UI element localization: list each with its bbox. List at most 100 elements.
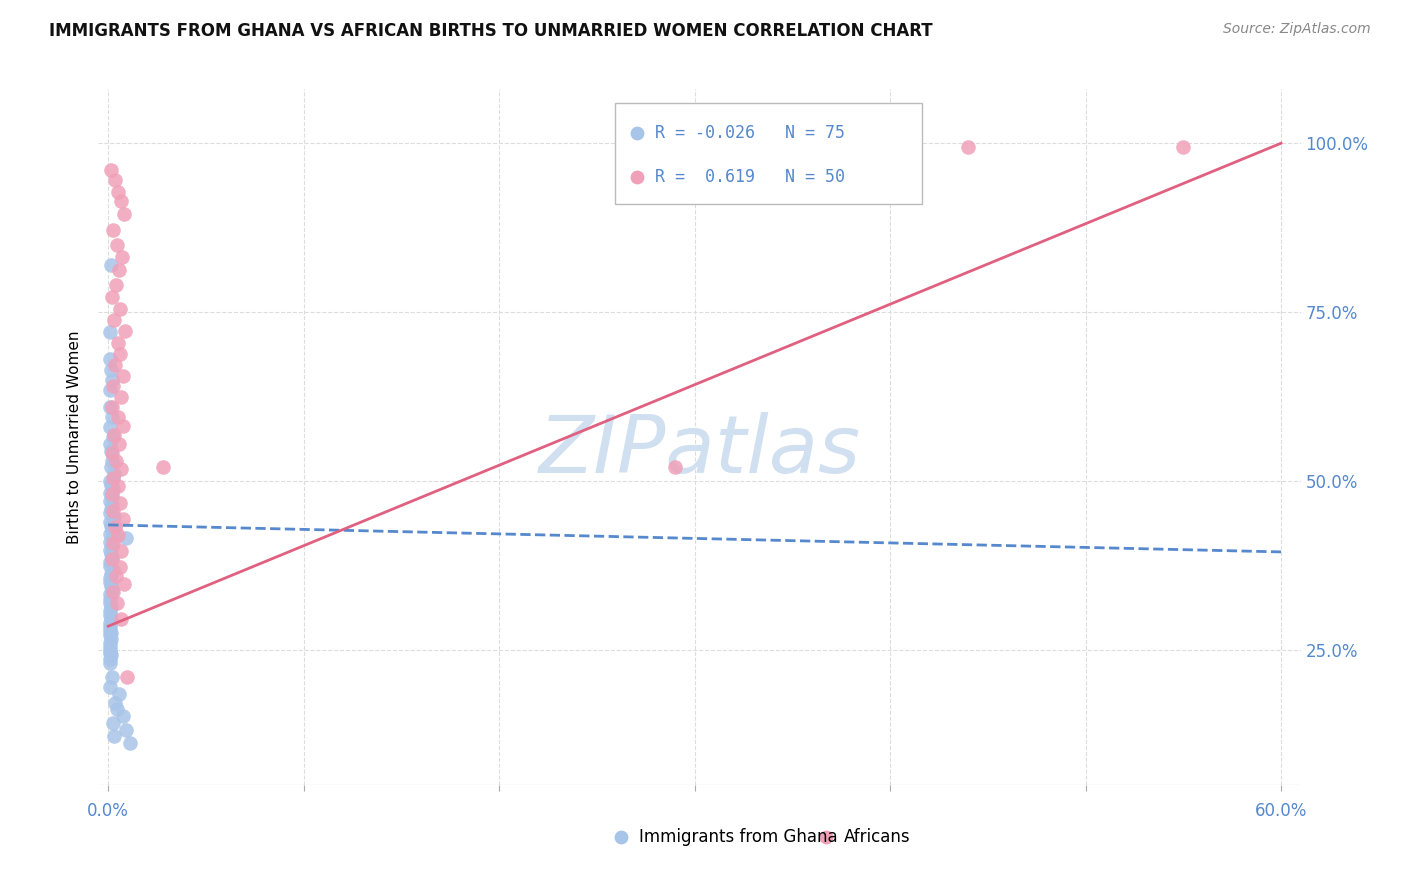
Point bbox=[98, 383, 121, 397]
Point bbox=[111, 368, 134, 383]
Point bbox=[110, 390, 132, 404]
Point bbox=[101, 430, 124, 444]
Point bbox=[110, 462, 132, 476]
Point bbox=[107, 528, 129, 542]
Point bbox=[101, 482, 124, 496]
Point bbox=[98, 526, 121, 541]
Point bbox=[98, 591, 121, 606]
Point bbox=[98, 624, 121, 638]
Point bbox=[101, 498, 124, 512]
Point bbox=[100, 670, 122, 684]
Point bbox=[100, 443, 122, 458]
Point bbox=[98, 652, 121, 666]
Text: R =  0.619   N = 50: R = 0.619 N = 50 bbox=[655, 168, 845, 186]
Point bbox=[100, 567, 122, 582]
Point bbox=[98, 437, 121, 451]
Point bbox=[112, 418, 135, 433]
Point bbox=[948, 863, 970, 877]
Point bbox=[98, 400, 121, 414]
Point bbox=[100, 599, 122, 614]
Point bbox=[101, 551, 124, 566]
Point bbox=[101, 531, 124, 545]
Point bbox=[105, 702, 128, 716]
Point bbox=[98, 326, 121, 340]
Point bbox=[111, 250, 134, 264]
Y-axis label: Births to Unmarried Women: Births to Unmarried Women bbox=[67, 330, 83, 544]
Point bbox=[108, 560, 131, 574]
Point bbox=[973, 221, 995, 235]
Point bbox=[1279, 863, 1302, 877]
Point bbox=[100, 518, 122, 533]
Point bbox=[98, 352, 121, 367]
Point bbox=[112, 576, 135, 591]
Point bbox=[103, 729, 125, 743]
Point bbox=[108, 437, 131, 451]
Text: Africans: Africans bbox=[844, 828, 910, 847]
Point bbox=[114, 723, 136, 737]
Point bbox=[98, 542, 121, 557]
Point bbox=[98, 587, 121, 601]
Point bbox=[104, 278, 127, 293]
Point bbox=[98, 575, 121, 590]
Point bbox=[100, 632, 122, 646]
Point bbox=[100, 626, 122, 640]
Point bbox=[98, 507, 121, 521]
Point bbox=[98, 494, 121, 508]
Point bbox=[107, 409, 129, 424]
Point bbox=[98, 534, 121, 549]
Point bbox=[98, 636, 121, 650]
Point bbox=[100, 612, 122, 626]
Point bbox=[98, 644, 121, 658]
Point bbox=[98, 474, 121, 488]
Point bbox=[101, 470, 124, 484]
Point bbox=[114, 324, 136, 338]
Point bbox=[957, 139, 980, 153]
Point bbox=[105, 596, 128, 610]
Point bbox=[104, 358, 127, 372]
Text: 0.0%: 0.0% bbox=[87, 802, 129, 820]
Point bbox=[114, 532, 136, 546]
Point bbox=[98, 640, 121, 655]
Point bbox=[110, 301, 132, 316]
Point bbox=[101, 504, 124, 518]
Point bbox=[104, 696, 127, 710]
Point bbox=[98, 571, 121, 585]
Point bbox=[98, 607, 121, 622]
Point bbox=[105, 237, 128, 252]
Point bbox=[98, 620, 121, 634]
Point bbox=[104, 454, 127, 468]
Point bbox=[101, 715, 124, 730]
Point bbox=[108, 495, 131, 509]
Point bbox=[98, 486, 121, 500]
Point bbox=[1173, 139, 1195, 153]
Point bbox=[104, 173, 127, 187]
Point bbox=[108, 263, 131, 277]
Point bbox=[973, 178, 995, 193]
Point bbox=[103, 510, 125, 524]
Point bbox=[100, 490, 122, 504]
Text: ZIPatlas: ZIPatlas bbox=[538, 412, 860, 490]
Point bbox=[98, 515, 121, 529]
Point bbox=[100, 547, 122, 561]
Point bbox=[100, 409, 122, 424]
Point bbox=[107, 479, 129, 493]
Point bbox=[98, 615, 121, 630]
Point bbox=[101, 223, 124, 237]
Text: IMMIGRANTS FROM GHANA VS AFRICAN BIRTHS TO UNMARRIED WOMEN CORRELATION CHART: IMMIGRANTS FROM GHANA VS AFRICAN BIRTHS … bbox=[49, 22, 932, 40]
Point bbox=[115, 670, 138, 684]
Point bbox=[103, 313, 125, 327]
Point bbox=[100, 460, 122, 475]
Point bbox=[101, 584, 124, 599]
Text: Immigrants from Ghana: Immigrants from Ghana bbox=[640, 828, 838, 847]
Text: 60.0%: 60.0% bbox=[1254, 802, 1308, 820]
Point bbox=[98, 596, 121, 610]
Point bbox=[101, 523, 124, 537]
Point bbox=[98, 680, 121, 694]
Point bbox=[104, 521, 127, 535]
Point bbox=[100, 539, 122, 553]
Text: R = -0.026   N = 75: R = -0.026 N = 75 bbox=[655, 124, 845, 142]
Point bbox=[103, 428, 125, 442]
Point bbox=[111, 709, 134, 723]
Point bbox=[107, 185, 129, 199]
Point bbox=[98, 628, 121, 642]
